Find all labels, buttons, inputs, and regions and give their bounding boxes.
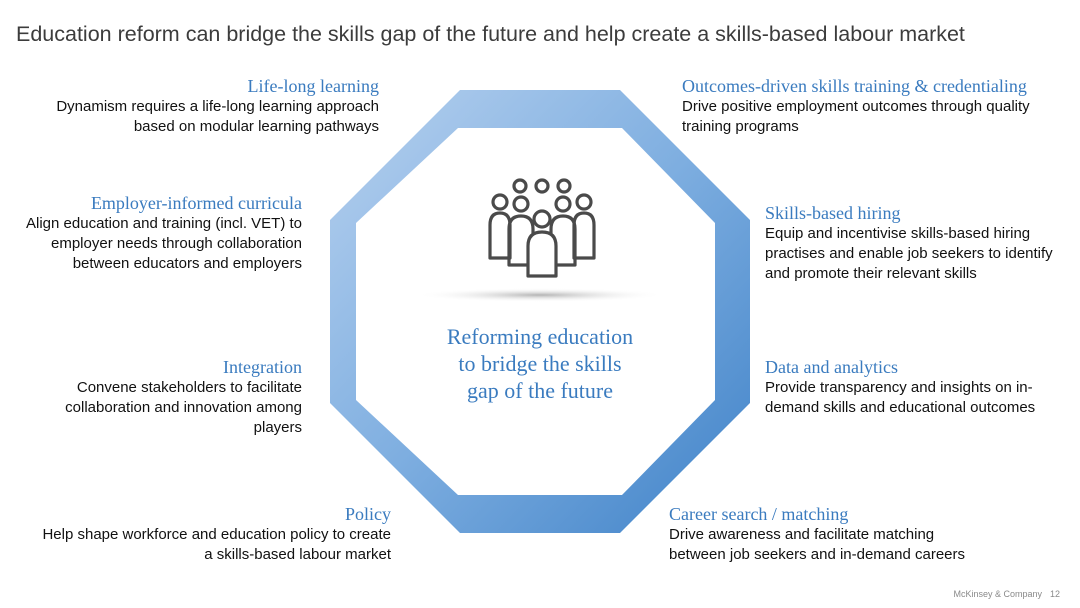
block-heading: Career search / matching	[669, 504, 849, 524]
block-outcomes-driven: Outcomes-driven skills training & creden…	[682, 76, 1067, 137]
page-title: Education reform can bridge the skills g…	[16, 22, 965, 46]
block-text: Provide transparency and insights on in-…	[765, 379, 1036, 416]
block-life-long-learning: Life-long learning Dynamism requires a l…	[20, 76, 379, 137]
block-text: Drive positive employment outcomes throu…	[682, 98, 1030, 135]
page-number: 12	[1049, 589, 1060, 599]
block-career-search: Career search / matching Drive awareness…	[669, 504, 969, 565]
block-heading: Data and analytics	[765, 357, 898, 377]
block-integration: Integration Convene stakeholders to faci…	[30, 357, 302, 438]
footer-source: McKinsey & Company	[953, 589, 1042, 599]
block-heading: Life-long learning	[247, 76, 379, 96]
people-group-icon	[488, 178, 596, 278]
center-label: Reforming education to bridge the skills…	[446, 324, 634, 403]
block-heading: Skills-based hiring	[765, 203, 901, 223]
block-text: Equip and incentivise skills-based hirin…	[765, 225, 1053, 282]
block-text: Drive awareness and facilitate matching …	[669, 526, 966, 563]
block-heading: Employer-informed curricula	[90, 193, 302, 213]
block-skills-based-hiring: Skills-based hiring Equip and incentivis…	[765, 203, 1065, 284]
block-heading: Outcomes-driven skills training & creden…	[682, 76, 1027, 96]
block-heading: Integration	[223, 357, 302, 377]
block-text: Help shape workforce and education polic…	[42, 526, 391, 563]
block-text: Dynamism requires a life-long learning a…	[56, 98, 379, 135]
block-text: Convene stakeholders to facilitate colla…	[65, 379, 302, 436]
block-employer-informed: Employer-informed curricula Align educat…	[12, 193, 302, 274]
icon-shadow	[415, 288, 665, 302]
block-data-analytics: Data and analytics Provide transparency …	[765, 357, 1050, 418]
block-text: Align education and training (incl. VET)…	[26, 215, 302, 272]
block-policy: Policy Help shape workforce and educatio…	[40, 504, 391, 565]
block-heading: Policy	[344, 504, 391, 524]
